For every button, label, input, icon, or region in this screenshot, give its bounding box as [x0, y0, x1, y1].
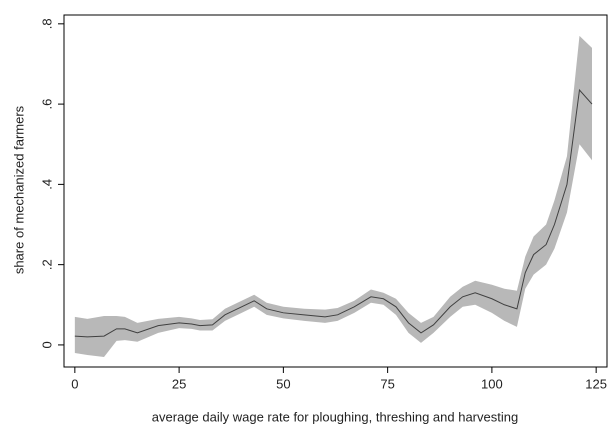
x-tick-label: 25: [172, 376, 186, 391]
y-axis-label: share of mechanized farmers: [11, 105, 26, 274]
y-tick-label: .6: [39, 99, 54, 110]
y-tick-label: .2: [39, 259, 54, 270]
plot-frame: [63, 14, 608, 368]
x-tick-label: 75: [380, 376, 394, 391]
line: [74, 88, 593, 338]
x-tick-label: 50: [276, 376, 290, 391]
x-tick-label: 0: [71, 376, 78, 391]
y-tick-label: 0: [39, 341, 54, 348]
y-tick-label: .4: [39, 179, 54, 190]
x-tick-label: 100: [481, 376, 503, 391]
x-tick-label: 125: [585, 376, 607, 391]
y-tick-label: .8: [39, 18, 54, 29]
confidence-band: [74, 35, 592, 357]
x-axis-label: average daily wage rate for ploughing, t…: [152, 409, 518, 424]
